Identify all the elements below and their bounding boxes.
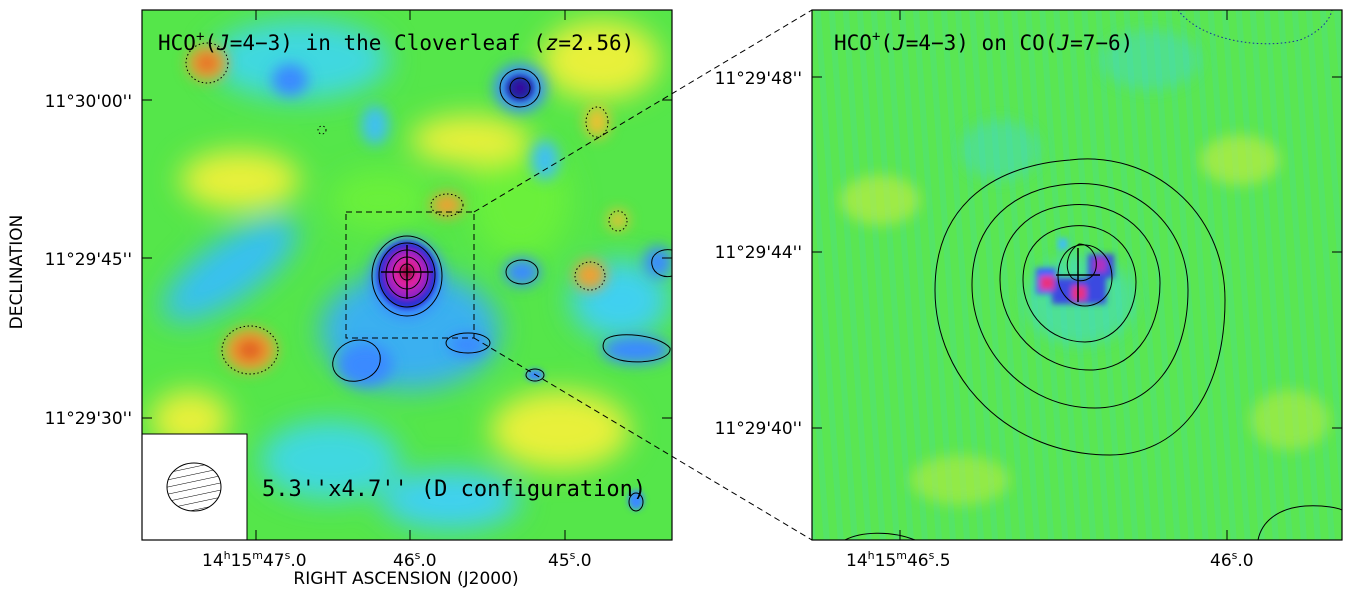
xtick-label: 14h15m47s.0 — [202, 549, 307, 571]
ytick-label: 11°30'00'' — [45, 92, 132, 112]
y-axis-label: DECLINATION — [7, 215, 27, 330]
right-panel: HCO+(J=4−3) on CO(J=7−6) 11°29'48'' 11°2… — [715, 9, 1343, 571]
ytick-label: 11°29'30'' — [45, 409, 132, 429]
ytick-label: 11°29'44'' — [715, 243, 802, 263]
zoom-connectors — [473, 9, 813, 541]
xtick-label: 14h15m46s.5 — [846, 549, 951, 571]
right-ytick-labels: 11°29'48'' 11°29'44'' 11°29'40'' — [715, 69, 802, 439]
beam-size-label: 5.3''x4.7'' (D configuration) — [262, 477, 646, 502]
left-tick-marks — [142, 10, 672, 540]
left-xtick-labels: 14h15m47s.0 46s.0 45s.0 — [202, 549, 592, 571]
ytick-label: 11°29'40'' — [715, 419, 802, 439]
x-axis-label: RIGHT ASCENSION (J2000) — [293, 569, 518, 589]
left-frame — [141, 9, 673, 541]
right-map-image — [812, 10, 1342, 540]
xtick-label: 45s.0 — [548, 549, 592, 571]
right-frame — [811, 9, 1343, 541]
left-ytick-labels: 11°30'00'' 11°29'45'' 11°29'30'' — [45, 92, 132, 429]
right-tick-marks — [812, 10, 1342, 540]
ytick-label: 11°29'45'' — [45, 250, 132, 270]
xtick-label: 46s.0 — [393, 549, 437, 571]
beam-inset — [141, 433, 248, 541]
left-panel: HCO+(J=4−3) in the Cloverleaf (z=2.56) 5… — [7, 9, 673, 589]
right-title: HCO+(J=4−3) on CO(J=7−6) — [834, 29, 1133, 55]
ytick-label: 11°29'48'' — [715, 69, 802, 89]
left-title: HCO+(J=4−3) in the Cloverleaf (z=2.56) — [158, 29, 634, 55]
xtick-label: 46s.0 — [1210, 549, 1254, 571]
right-xtick-labels: 14h15m46s.5 46s.0 — [846, 549, 1254, 571]
